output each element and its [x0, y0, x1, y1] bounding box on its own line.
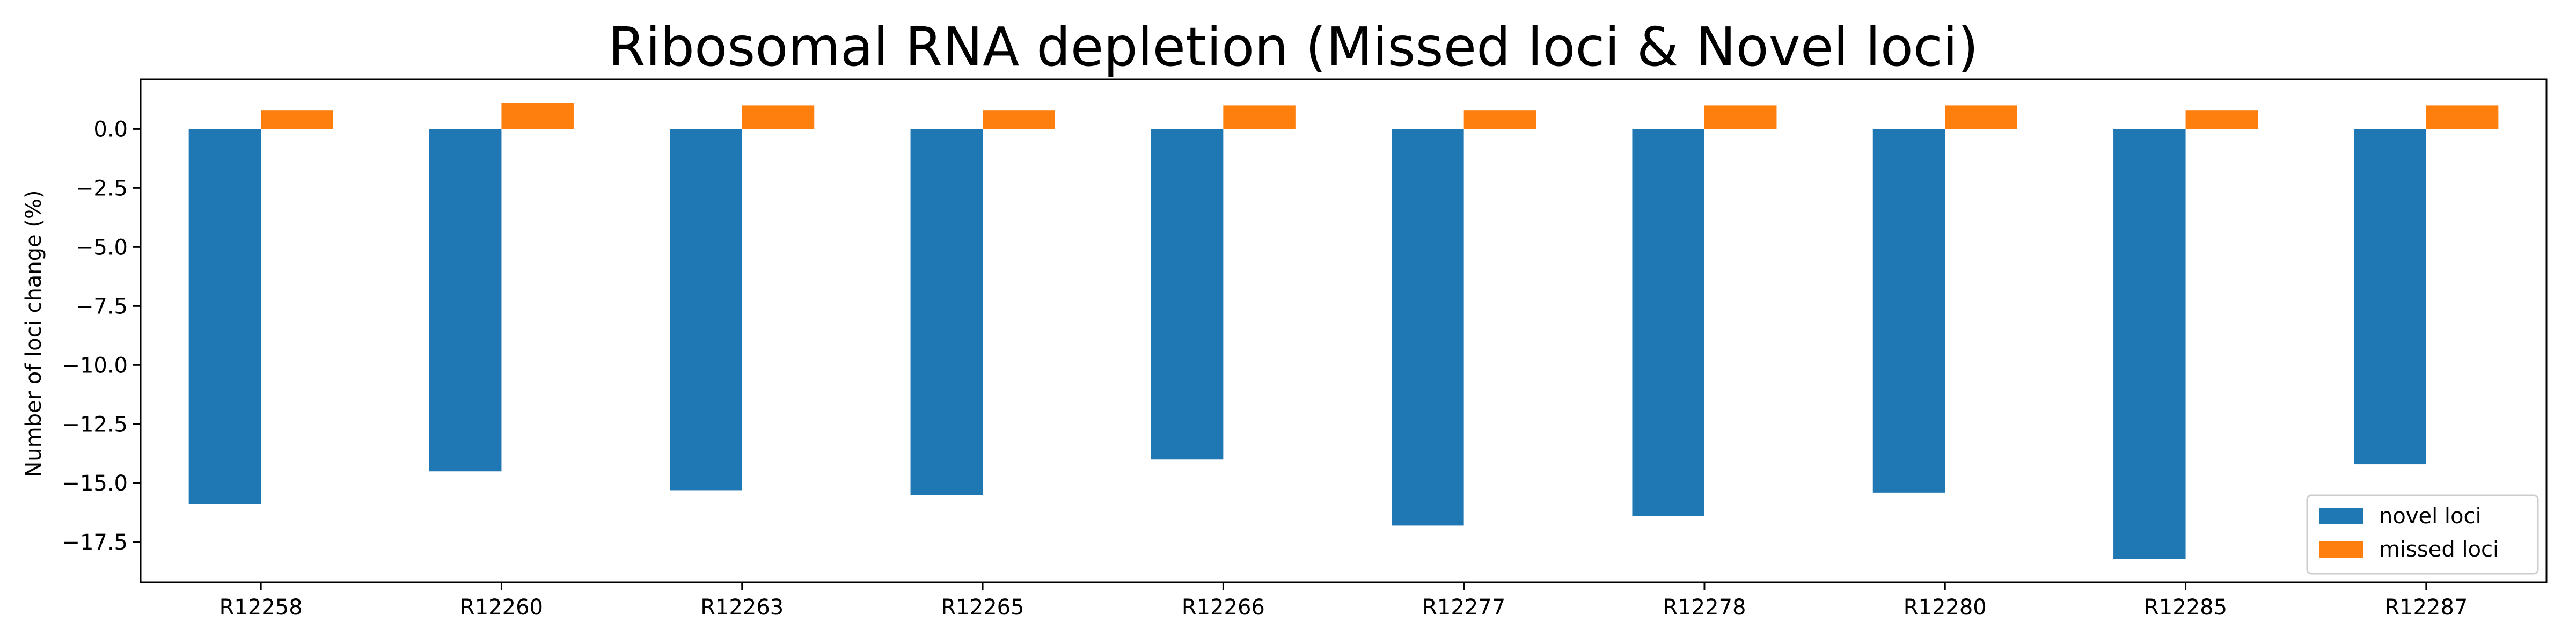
- plot-frame: [140, 78, 2548, 583]
- x-tick-label: R12265: [941, 595, 1024, 620]
- y-axis-label: Number of loci change (%): [21, 190, 46, 477]
- y-tick-label: −7.5: [76, 294, 128, 319]
- y-tick-label: −10.0: [62, 353, 128, 378]
- bar-novel-loci-R12280: [1872, 129, 1945, 493]
- y-tick-label: −12.5: [62, 412, 128, 437]
- bar-missed-loci-R12285: [2185, 110, 2258, 129]
- bar-novel-loci-R12265: [910, 129, 983, 495]
- x-tick-label: R12277: [1422, 595, 1505, 620]
- bar-novel-loci-R12285: [2113, 129, 2186, 559]
- bar-missed-loci-R12266: [1223, 105, 1296, 129]
- x-tick-label: R12278: [1663, 595, 1746, 620]
- x-tick-label: R12285: [2144, 595, 2227, 620]
- bar-novel-loci-R12278: [1632, 129, 1704, 516]
- bar-novel-loci-R12266: [1151, 129, 1224, 460]
- x-tick-label: R12280: [1904, 595, 1987, 620]
- y-tick-label: −15.0: [62, 471, 128, 496]
- x-tick-label: R12263: [700, 595, 784, 620]
- y-tick-label: −17.5: [62, 530, 128, 555]
- bar-novel-loci-R12287: [2354, 129, 2426, 465]
- bar-novel-loci-R12258: [188, 129, 261, 504]
- chart-title: Ribosomal RNA depletion (Missed loci & N…: [608, 16, 1978, 78]
- y-tick-label: −5.0: [76, 235, 128, 260]
- legend: novel loci missed loci: [2306, 494, 2539, 575]
- legend-box: [2306, 494, 2539, 575]
- x-tick-label: R12260: [460, 595, 543, 620]
- bar-novel-loci-R12260: [429, 129, 502, 472]
- bars-layer: [188, 103, 2499, 559]
- x-tick-label: R12258: [219, 595, 303, 620]
- y-tick-label: 0.0: [93, 117, 128, 142]
- bar-missed-loci-R12260: [501, 103, 574, 129]
- bar-missed-loci-R12280: [1945, 105, 2017, 129]
- legend-label: novel loci: [2379, 504, 2482, 529]
- x-axis: R12258 R12260 R12263 R12265 R12266 R12277 R122…: [219, 582, 2468, 620]
- bar-missed-loci-R12258: [261, 110, 333, 129]
- bar-missed-loci-R12265: [983, 110, 1055, 129]
- bar-missed-loci-R12287: [2426, 105, 2499, 129]
- bar-novel-loci-R12263: [670, 129, 742, 491]
- legend-swatch: [2319, 541, 2363, 558]
- x-tick-label: R12287: [2384, 595, 2468, 620]
- bar-missed-loci-R12278: [1704, 105, 1777, 129]
- legend-label: missed loci: [2379, 537, 2499, 562]
- bar-novel-loci-R12277: [1392, 129, 1464, 526]
- bar-missed-loci-R12277: [1463, 110, 1536, 129]
- bar-missed-loci-R12263: [742, 105, 815, 129]
- y-axis: 0.0 −2.5 −5.0 −7.5 −10.0 −12.5 −15.0 −17.5: [62, 117, 141, 555]
- y-tick-label: −2.5: [76, 176, 128, 201]
- legend-swatch: [2319, 508, 2363, 524]
- x-tick-label: R12266: [1182, 595, 1265, 620]
